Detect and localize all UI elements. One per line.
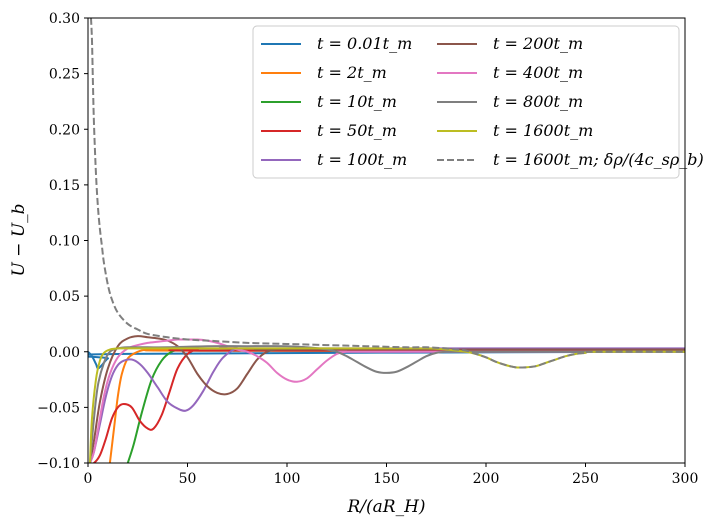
- y-tick-label: 0.20: [49, 122, 80, 138]
- legend-label: t = 1600t_m; δρ/(4c_sρ_b): [493, 150, 704, 169]
- y-tick-label: 0.30: [49, 11, 80, 27]
- series-line-5: [89, 335, 685, 463]
- series-line-1: [108, 348, 685, 463]
- y-tick-label: −0.05: [37, 400, 80, 416]
- series-line-9: [89, 18, 685, 369]
- series-line-8: [88, 347, 685, 463]
- x-axis: 0 50 100 150 200 250 300: [84, 463, 699, 487]
- legend-label: t = 2t_m: [317, 63, 387, 82]
- legend-label: t = 200t_m: [493, 34, 583, 53]
- x-tick-label: 0: [84, 471, 93, 487]
- legend-label: t = 800t_m: [493, 92, 583, 111]
- series-line-6: [89, 338, 685, 463]
- legend-label: t = 400t_m: [493, 63, 583, 82]
- y-axis: −0.10 −0.05 0.00 0.05 0.10 0.15 0.20 0.25 0.30: [37, 11, 88, 472]
- y-tick-label: 0.00: [49, 345, 80, 361]
- x-tick-label: 200: [473, 471, 500, 487]
- legend-label: t = 100t_m: [317, 150, 407, 169]
- y-axis-label: U − U_b: [9, 203, 29, 276]
- y-tick-label: −0.10: [37, 456, 80, 472]
- series-line-3: [89, 348, 685, 463]
- legend-label: t = 1600t_m: [493, 121, 593, 140]
- y-tick-label: 0.05: [49, 289, 80, 305]
- y-tick-label: 0.15: [49, 178, 80, 194]
- legend-label: t = 0.01t_m: [317, 34, 412, 53]
- x-tick-label: 150: [373, 471, 400, 487]
- series-line-0: [88, 350, 685, 370]
- x-tick-label: 100: [274, 471, 301, 487]
- legend: t = 0.01t_mt = 2t_mt = 10t_mt = 50t_mt =…: [252, 25, 704, 179]
- y-tick-label: 0.25: [49, 67, 80, 83]
- x-tick-label: 250: [572, 471, 599, 487]
- legend-label: t = 50t_m: [317, 121, 397, 140]
- x-tick-label: 50: [179, 471, 197, 487]
- legend-label: t = 10t_m: [317, 92, 397, 111]
- y-tick-label: 0.10: [49, 234, 80, 250]
- x-axis-label: R/(aR_H): [346, 497, 425, 517]
- x-tick-label: 300: [672, 471, 699, 487]
- series-layer: [88, 18, 685, 463]
